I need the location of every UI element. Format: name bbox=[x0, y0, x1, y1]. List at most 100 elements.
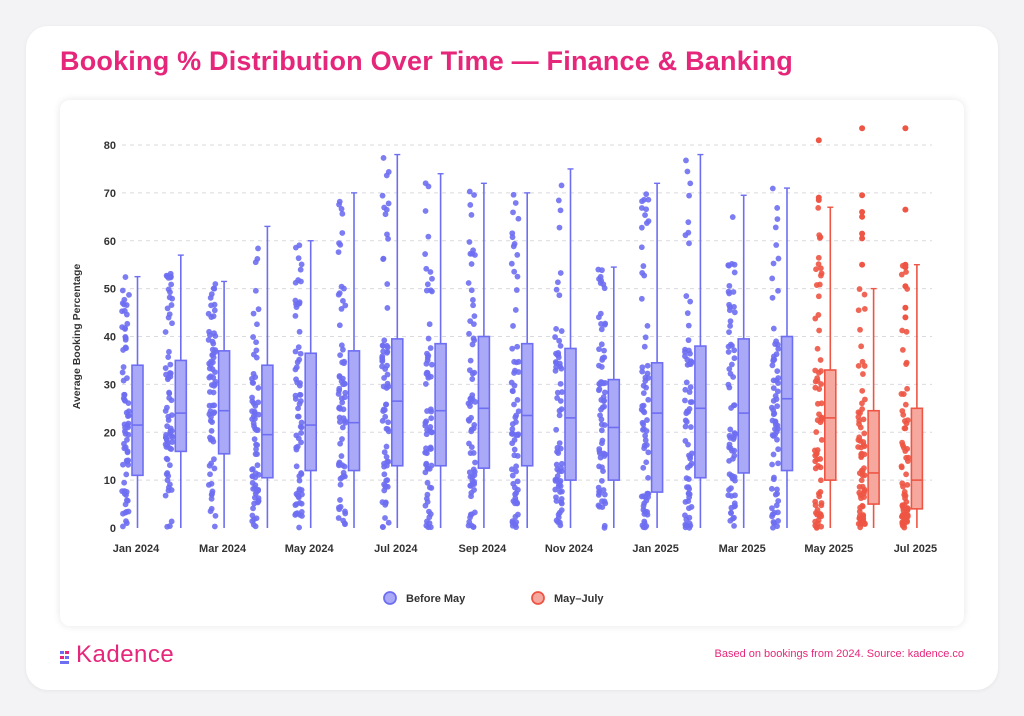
data-point bbox=[295, 413, 302, 420]
outlier-point bbox=[902, 314, 909, 321]
data-point bbox=[728, 493, 735, 499]
data-point bbox=[512, 307, 519, 313]
data-point bbox=[382, 366, 389, 372]
data-point bbox=[903, 361, 910, 367]
data-point bbox=[682, 232, 689, 239]
data-point bbox=[339, 399, 346, 406]
x-tick-label: Jul 2025 bbox=[894, 543, 937, 555]
data-point bbox=[422, 251, 429, 257]
data-point bbox=[774, 205, 781, 211]
data-point bbox=[428, 415, 435, 422]
data-point bbox=[385, 169, 392, 175]
outlier-point bbox=[902, 206, 909, 213]
y-tick-label: 40 bbox=[104, 332, 116, 344]
data-point bbox=[210, 351, 216, 358]
box bbox=[174, 359, 188, 453]
data-point bbox=[253, 515, 260, 522]
data-point bbox=[816, 235, 823, 241]
data-point bbox=[726, 457, 733, 464]
box bbox=[607, 378, 621, 481]
data-point bbox=[254, 499, 261, 506]
data-point bbox=[775, 446, 782, 453]
data-point bbox=[384, 348, 391, 355]
data-point bbox=[726, 307, 733, 314]
outlier-point bbox=[902, 125, 909, 132]
data-point bbox=[120, 523, 126, 530]
data-point bbox=[860, 515, 867, 522]
data-point bbox=[770, 260, 777, 267]
data-point bbox=[296, 401, 303, 407]
data-point bbox=[169, 439, 176, 446]
data-point bbox=[255, 399, 262, 406]
data-point bbox=[904, 385, 911, 392]
data-point bbox=[775, 498, 782, 504]
data-point bbox=[812, 465, 819, 472]
data-point bbox=[424, 479, 431, 486]
data-point bbox=[379, 524, 386, 530]
data-point bbox=[558, 182, 565, 189]
data-point bbox=[683, 475, 690, 482]
data-point bbox=[422, 381, 429, 387]
data-point bbox=[553, 325, 560, 332]
data-point bbox=[296, 524, 302, 531]
data-point bbox=[296, 328, 303, 335]
data-point bbox=[642, 432, 649, 439]
data-point bbox=[509, 440, 516, 447]
outlier-point bbox=[859, 213, 866, 220]
legend-label: Before May bbox=[406, 593, 466, 605]
data-point bbox=[122, 274, 129, 280]
data-point bbox=[123, 492, 129, 498]
data-point bbox=[553, 286, 560, 293]
data-point bbox=[471, 468, 478, 475]
data-point bbox=[641, 196, 648, 203]
data-point bbox=[382, 211, 389, 218]
data-point bbox=[423, 265, 430, 272]
data-point bbox=[684, 310, 691, 317]
data-point bbox=[250, 505, 256, 512]
data-point bbox=[558, 496, 565, 502]
data-point bbox=[644, 417, 650, 423]
y-tick-label: 50 bbox=[104, 284, 116, 296]
data-point bbox=[470, 450, 477, 456]
x-tick-label: Mar 2024 bbox=[199, 543, 247, 555]
outlier-point bbox=[859, 235, 866, 242]
data-point bbox=[855, 437, 862, 443]
data-point bbox=[428, 462, 435, 469]
data-point bbox=[769, 185, 776, 192]
box bbox=[564, 347, 577, 481]
data-point bbox=[514, 500, 521, 507]
outlier-point bbox=[859, 230, 866, 237]
data-point bbox=[773, 242, 780, 248]
data-point bbox=[812, 502, 819, 509]
data-point bbox=[818, 477, 824, 484]
data-point bbox=[212, 281, 219, 287]
data-point bbox=[339, 210, 346, 217]
data-point bbox=[382, 515, 388, 521]
data-point bbox=[644, 490, 651, 497]
data-point bbox=[686, 486, 693, 492]
data-point bbox=[336, 462, 342, 469]
data-point bbox=[553, 426, 560, 433]
data-point bbox=[903, 454, 910, 461]
data-point bbox=[168, 281, 175, 288]
box bbox=[347, 350, 361, 472]
data-point bbox=[726, 432, 733, 439]
data-point bbox=[686, 505, 692, 512]
data-point bbox=[382, 499, 389, 506]
data-point bbox=[773, 428, 780, 435]
data-point bbox=[731, 355, 738, 362]
data-point bbox=[818, 436, 825, 443]
data-point bbox=[639, 368, 646, 375]
data-point bbox=[209, 338, 216, 345]
data-point bbox=[775, 287, 781, 294]
data-point bbox=[818, 270, 825, 277]
data-point bbox=[207, 434, 213, 441]
data-point bbox=[379, 192, 386, 199]
data-point bbox=[513, 412, 520, 419]
data-point bbox=[815, 254, 822, 261]
data-point bbox=[556, 337, 563, 344]
data-point bbox=[252, 259, 259, 266]
data-point bbox=[511, 268, 518, 275]
data-point bbox=[687, 424, 694, 430]
data-point bbox=[600, 468, 606, 475]
